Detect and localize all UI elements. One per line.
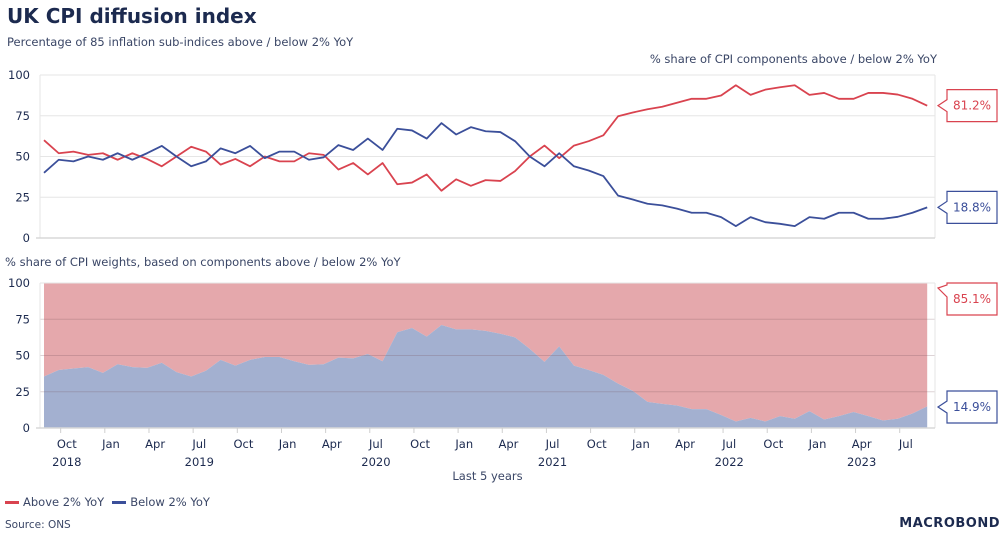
x-tick-label: Jul [721, 437, 736, 451]
x-tick-label: Jul [545, 437, 560, 451]
x-tick-label: Oct [410, 437, 430, 451]
x-tick-label: Oct [57, 437, 77, 451]
value-callout [936, 390, 998, 424]
x-tick-label: Oct [763, 437, 783, 451]
x-tick-year: 2023 [847, 455, 876, 469]
source-note: Source: ONS [5, 519, 71, 531]
chart-title: UK CPI diffusion index [7, 4, 257, 28]
value-callout [936, 282, 998, 316]
bottom-panel-title: % share of CPI weights, based on compone… [5, 255, 401, 269]
x-tick-label: Jan [454, 437, 473, 451]
y-tick-label: 50 [15, 150, 30, 164]
legend-label: Below 2% YoY [130, 495, 210, 509]
x-tick-label: Apr [675, 437, 695, 451]
x-tick-label: Jul [191, 437, 206, 451]
legend-item-above: Above 2% YoY [5, 495, 104, 509]
legend-item-below: Below 2% YoY [112, 495, 210, 509]
line-above [43, 84, 928, 192]
y-tick-label: 25 [15, 190, 30, 204]
area-below [44, 325, 928, 428]
legend-swatch-below [112, 500, 127, 504]
x-tick-label: Jan [808, 437, 827, 451]
callout-label: 81.2% [953, 99, 991, 113]
x-tick-label: Jan [278, 437, 297, 451]
x-tick-label: Apr [852, 437, 872, 451]
y-tick-label: 100 [8, 276, 30, 290]
line-below [43, 122, 928, 228]
callout-label: 85.1% [953, 292, 991, 306]
value-callout [936, 190, 998, 224]
x-tick-year: 2021 [538, 455, 567, 469]
x-tick-label: Jul [368, 437, 383, 451]
x-axis-label: Last 5 years [452, 469, 523, 483]
x-tick-label: Apr [145, 437, 165, 451]
y-tick-label: 0 [23, 421, 30, 435]
legend-swatch-above [5, 500, 19, 504]
callout-label: 18.8% [953, 200, 991, 214]
legend-label: Above 2% YoY [23, 495, 105, 509]
y-tick-label: 75 [15, 109, 30, 123]
legend: Above 2% YoY Below 2% YoY [5, 495, 210, 509]
callout-label: 14.9% [953, 400, 991, 414]
y-tick-label: 50 [15, 349, 30, 363]
x-tick-label: Apr [498, 437, 518, 451]
x-tick-label: Jul [898, 437, 913, 451]
x-tick-label: Oct [587, 437, 607, 451]
y-tick-label: 0 [23, 231, 30, 245]
x-tick-label: Jan [631, 437, 650, 451]
x-tick-year: 2022 [715, 455, 744, 469]
x-tick-year: 2018 [52, 455, 81, 469]
macrobond-logo: MACROBOND [899, 516, 1000, 531]
y-tick-label: 25 [15, 385, 30, 399]
x-tick-label: Jan [101, 437, 120, 451]
x-tick-label: Apr [322, 437, 342, 451]
top-panel-title: % share of CPI components above / below … [649, 52, 937, 66]
value-callout [936, 89, 998, 123]
y-tick-label: 100 [8, 68, 30, 82]
area-above [44, 283, 928, 422]
x-tick-year: 2020 [361, 455, 390, 469]
chart-subtitle: Percentage of 85 inflation sub-indices a… [7, 35, 354, 49]
y-tick-label: 75 [15, 312, 30, 326]
x-tick-year: 2019 [185, 455, 214, 469]
x-tick-label: Oct [234, 437, 254, 451]
